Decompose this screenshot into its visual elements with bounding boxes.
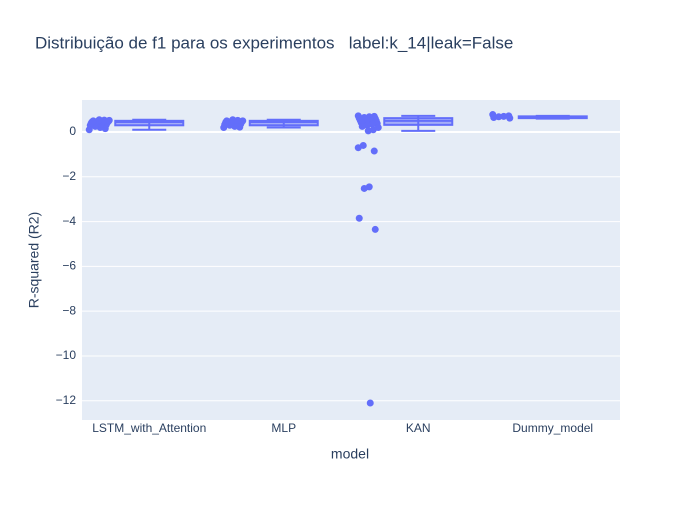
data-point <box>364 127 372 135</box>
y-tick-label: −2 <box>62 169 76 183</box>
data-point <box>371 225 379 233</box>
data-point <box>239 117 247 125</box>
data-point <box>223 117 231 125</box>
y-tick-label: −12 <box>56 393 77 407</box>
x-tick-label: MLP <box>271 421 296 435</box>
y-tick-label: −10 <box>56 348 77 362</box>
x-tick-label: Dummy_model <box>512 421 593 435</box>
data-point <box>366 399 374 407</box>
data-point <box>490 113 498 121</box>
data-point <box>354 144 362 152</box>
data-point <box>229 116 237 124</box>
data-point <box>506 114 514 122</box>
data-point <box>500 112 508 120</box>
y-tick-label: −4 <box>62 214 76 228</box>
data-point <box>100 116 108 124</box>
chart-title: Distribuição de f1 para os experimentos … <box>35 33 513 52</box>
plot-area <box>82 100 620 420</box>
x-axis-label: model <box>331 446 369 462</box>
data-point <box>105 116 113 124</box>
data-point <box>360 184 368 192</box>
x-tick-label: KAN <box>406 421 431 435</box>
data-point <box>355 214 363 222</box>
data-point <box>358 122 366 130</box>
y-tick-label: −6 <box>62 259 76 273</box>
data-point <box>95 116 103 124</box>
y-axis-label: R-squared (R2) <box>26 212 42 308</box>
box <box>114 119 185 127</box>
x-tick-label: LSTM_with_Attention <box>92 421 206 435</box>
y-tick-label: −8 <box>62 303 76 317</box>
box <box>248 119 319 127</box>
data-point <box>370 147 378 155</box>
data-point <box>89 117 97 125</box>
y-tick-label: 0 <box>69 124 76 138</box>
